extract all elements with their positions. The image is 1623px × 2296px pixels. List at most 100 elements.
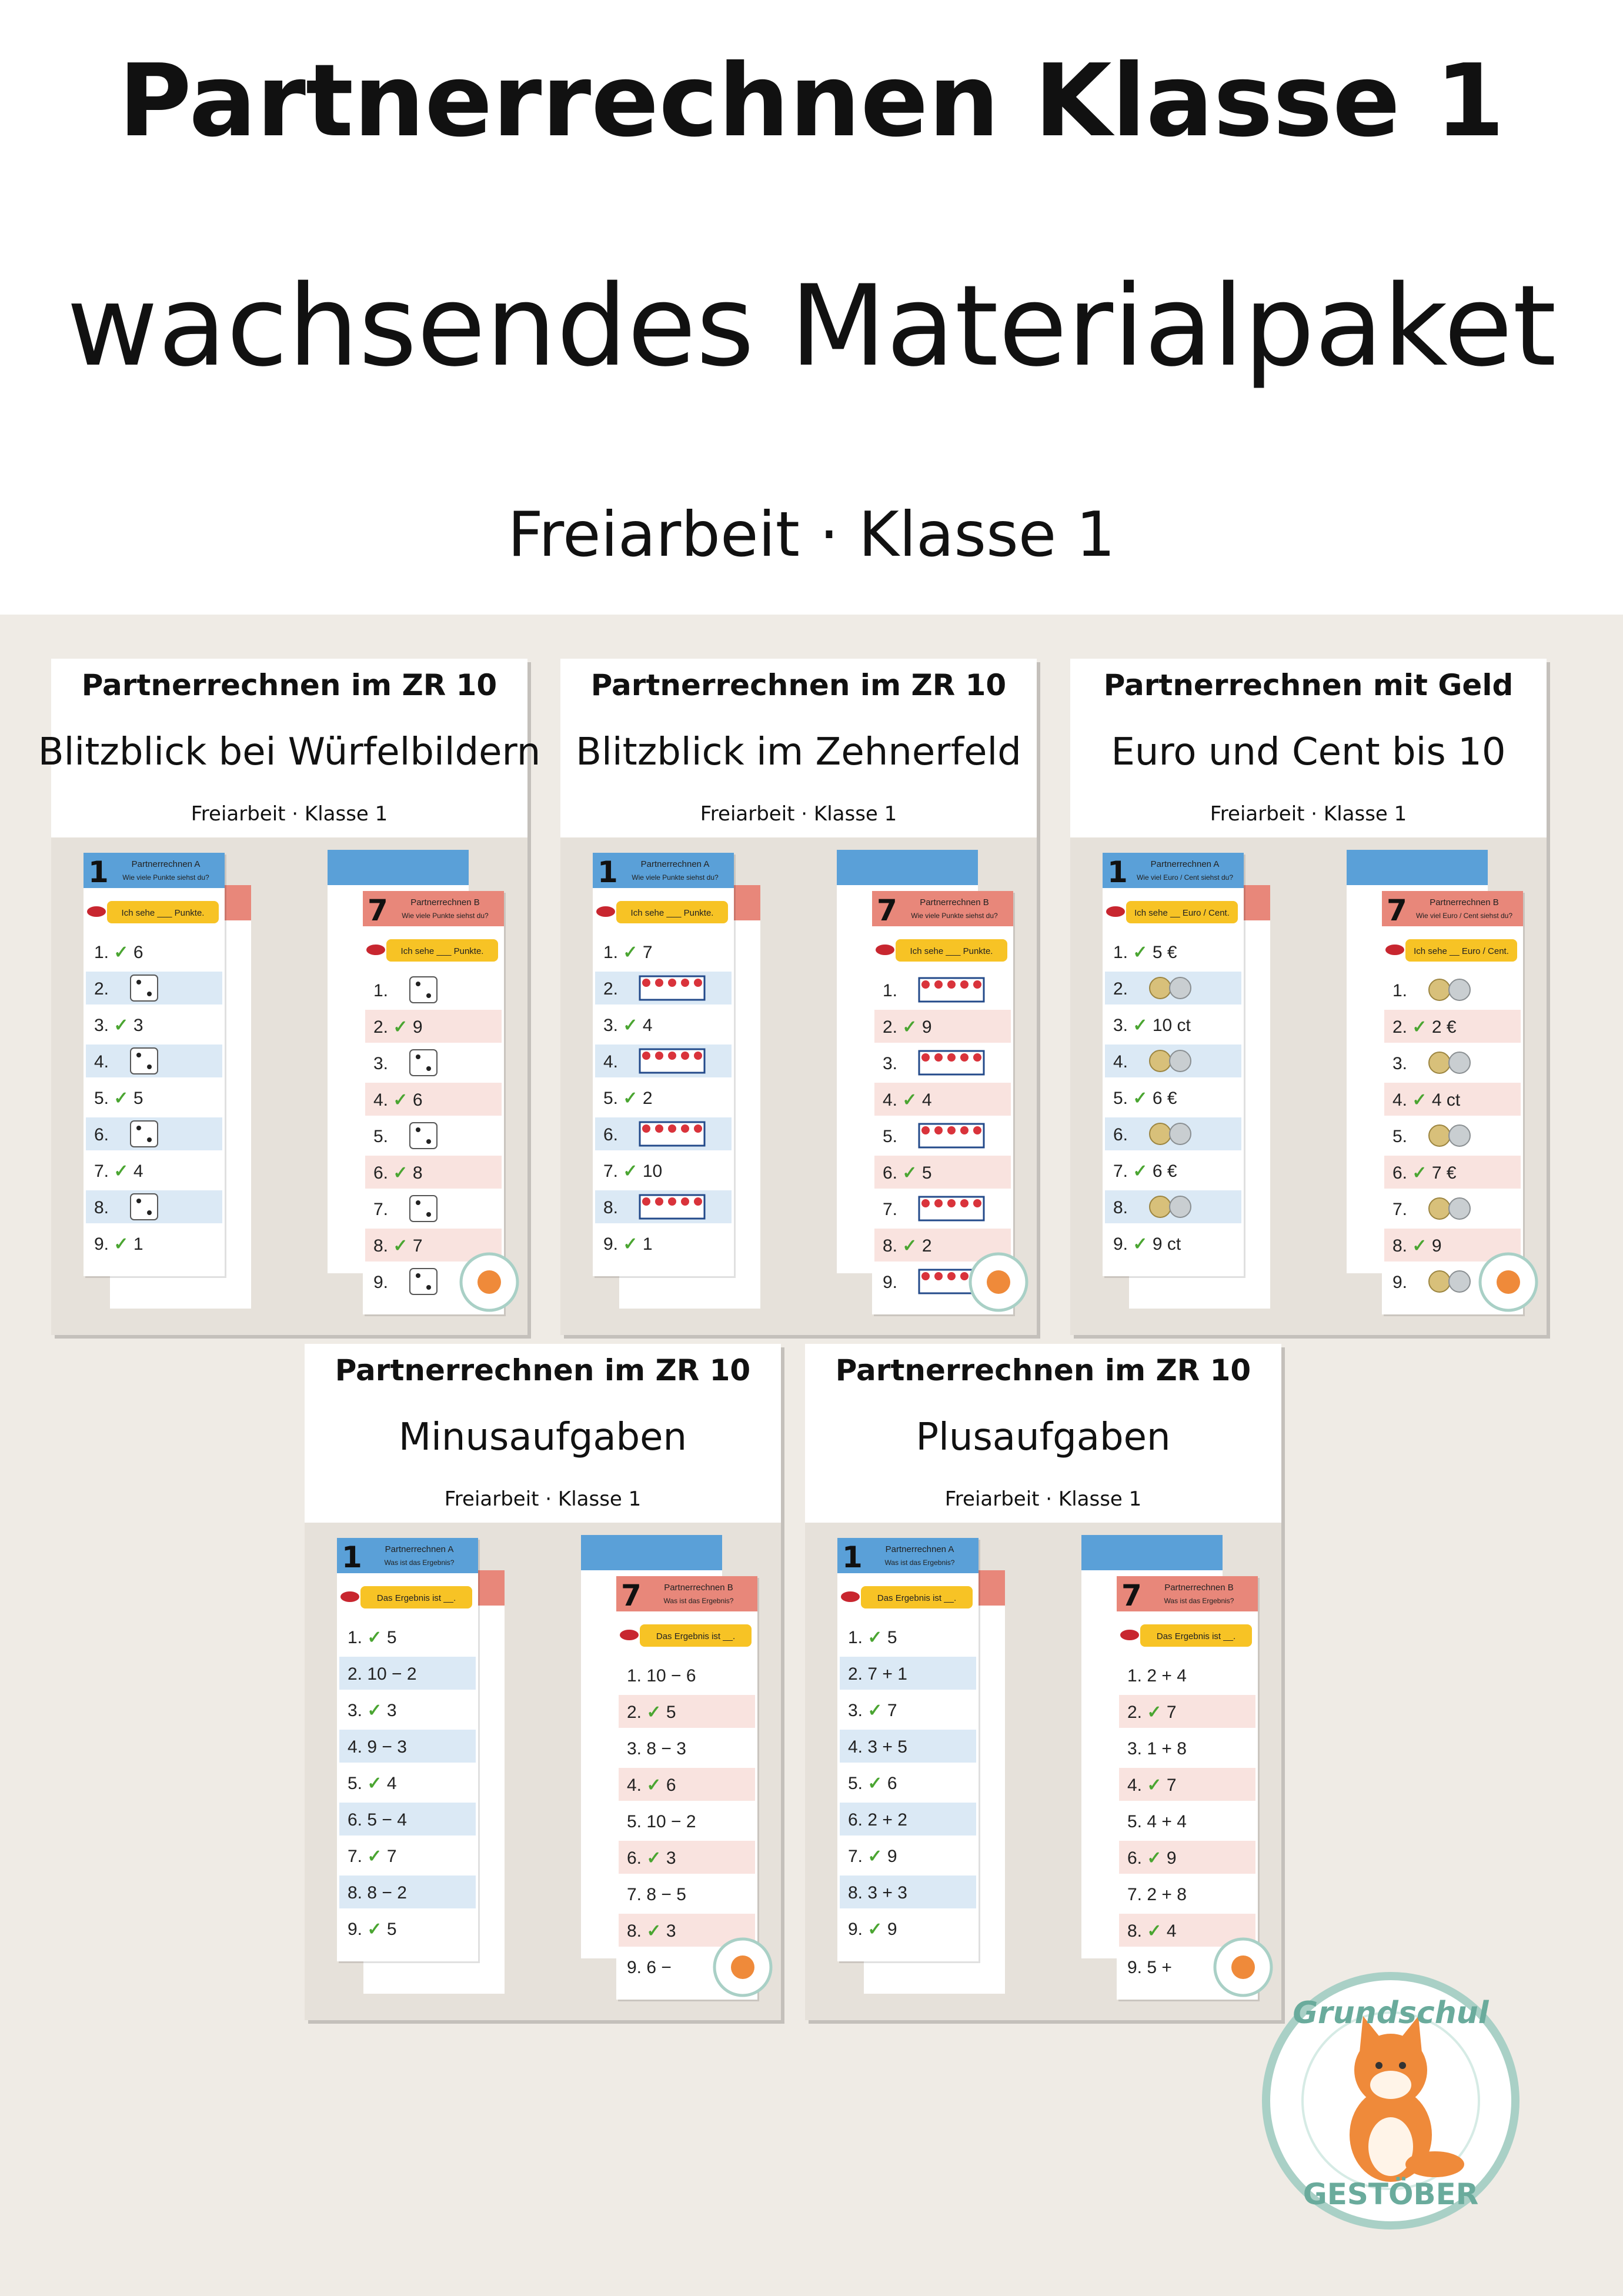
sheet-prompt: Das Ergebnis ist __. (1157, 1631, 1235, 1641)
sheet-question: Wie viele Punkte siehst du? (632, 873, 719, 882)
prompt-pill (640, 1624, 752, 1647)
sheet-prompt: Ich sehe ___ Punkte. (401, 946, 484, 956)
logo-bottom: GESTÖBER (1303, 2177, 1479, 2211)
sheet-row: 4. (603, 1052, 618, 1072)
sheet-row: 5. ✓ 6 (848, 1774, 897, 1793)
coin-icon (1448, 1197, 1471, 1220)
sheet-row: 7. ✓ 4 (94, 1162, 143, 1181)
tenframe-dot (934, 1053, 943, 1062)
sheet-row: 6. 5 − 4 (348, 1810, 407, 1830)
sheet-row: 4. ✓ 4 ct (1392, 1090, 1461, 1110)
prompt-pill (386, 939, 498, 962)
sheet-row: 1. ✓ 5 € (1113, 943, 1177, 962)
row-highlight (874, 1156, 1011, 1189)
sheet-row: 3. 1 + 8 (1127, 1739, 1187, 1758)
sheet-title: Partnerrechnen B (920, 897, 989, 907)
sheet-row: 5. (883, 1127, 897, 1146)
dice-icon (130, 1120, 158, 1147)
sheet-row: 1. (373, 981, 388, 1000)
sheet-row: 4. ✓ 6 (627, 1776, 676, 1795)
sheet-question: Was ist das Ergebnis? (664, 1597, 734, 1605)
sheet-row: 4. ✓ 7 (1127, 1776, 1177, 1795)
sheet-title: Partnerrechnen B (1430, 897, 1499, 907)
fox-ear (1360, 2016, 1382, 2053)
lips-icon (620, 1630, 639, 1640)
row-highlight (1384, 1010, 1521, 1043)
sheet-title: Partnerrechnen A (132, 859, 201, 869)
sheet-row: 2. ✓ 7 (1127, 1703, 1177, 1722)
row-highlight (619, 1841, 755, 1874)
coin-icon (1149, 1123, 1171, 1145)
dice-pip (426, 993, 431, 998)
tenframe-dot (655, 1197, 663, 1206)
dice-pip (147, 1137, 152, 1142)
tenframe-dot (681, 1052, 689, 1060)
tenframe-icon (639, 1048, 706, 1074)
cards: Partnerrechnen im ZR 10 Blitzblick bei Wü… (38, 659, 1550, 2024)
dice-pip (136, 1199, 141, 1203)
tenframe-dot (655, 1052, 663, 1060)
sheet-header (363, 891, 504, 926)
sheet-header (1117, 1576, 1258, 1611)
coin-icon (1169, 1123, 1191, 1145)
tenframe-dot (642, 1052, 650, 1060)
sheet-header (837, 1538, 979, 1573)
sheet-row: 2. (603, 979, 618, 999)
sheet-row: 1. 10 − 6 (627, 1666, 696, 1686)
sheet-number: 1 (88, 855, 109, 889)
sheet-row: 8. ✓ 2 (883, 1236, 932, 1256)
sheet-row: 2. (94, 979, 109, 999)
sheet-row: 6. 2 + 2 (848, 1810, 907, 1830)
card-header (305, 1344, 781, 1523)
row-highlight (874, 1083, 1011, 1116)
lips-icon (366, 945, 385, 955)
tenframe-dot (921, 1199, 930, 1207)
sheet-row: 1. (1392, 981, 1407, 1000)
sheet-number: 1 (1107, 855, 1128, 889)
lips-icon (1106, 906, 1125, 917)
card-subtitle: Euro und Cent bis 10 (1111, 730, 1505, 774)
coin-icon (1448, 1052, 1471, 1074)
card-title: Partnerrechnen im ZR 10 (591, 668, 1006, 702)
sheet-row: 4. 3 + 5 (848, 1737, 907, 1757)
sheet-number: 7 (621, 1578, 642, 1613)
sheet-question: Wie viele Punkte siehst du? (122, 873, 209, 882)
tenframe-dot (694, 1052, 702, 1060)
sheet-row: 9. (1392, 1273, 1407, 1292)
product-card: Partnerrechnen im ZR 10 Plusaufgaben Freia… (805, 1344, 1285, 2024)
sheet-row: 6. (94, 1125, 109, 1144)
sheet-row: 5. ✓ 6 € (1113, 1089, 1177, 1108)
sheet-row: 1. ✓ 7 (603, 943, 653, 962)
sheet-row: 7. (373, 1200, 388, 1219)
prompt-pill (107, 901, 219, 923)
sheet-row: 8. (1113, 1198, 1128, 1217)
sheet-row: 3. ✓ 10 ct (1113, 1016, 1191, 1035)
product-card: Partnerrechnen im ZR 10 Minusaufgaben Frei… (305, 1344, 784, 2024)
sheet-row: 4. (94, 1052, 109, 1072)
sheet-row: 7. (1392, 1200, 1407, 1219)
sheet-number: 7 (368, 893, 388, 927)
fox-eye (1399, 2062, 1406, 2069)
card-header (1070, 659, 1547, 837)
coin-icon (1149, 977, 1171, 999)
tenframe-dot (960, 1053, 969, 1062)
sheet-title: Partnerrechnen A (1151, 859, 1220, 869)
card-logo-fox (1231, 1955, 1255, 1979)
sheet-prompt: Das Ergebnis ist __. (656, 1631, 735, 1641)
lips-icon (841, 1591, 860, 1602)
lips-icon (340, 1591, 359, 1602)
tenframe-icon (639, 1121, 706, 1147)
sheet-prompt: Ich sehe ___ Punkte. (631, 908, 714, 918)
fox-tail (1405, 2151, 1464, 2177)
sheet-prompt: Ich sehe ___ Punkte. (910, 946, 993, 956)
sheet-number: 7 (1387, 893, 1407, 927)
row-highlight (339, 1657, 476, 1690)
tenframe-dot (921, 1272, 930, 1280)
sheet-row: 6. ✓ 5 (883, 1163, 932, 1183)
coin-icon (1428, 1124, 1451, 1147)
tenframe-dot (655, 1124, 663, 1133)
sheet-prompt: Ich sehe __ Euro / Cent. (1414, 946, 1509, 956)
row-highlight (339, 1803, 476, 1836)
tenframe-dot (947, 1272, 956, 1280)
